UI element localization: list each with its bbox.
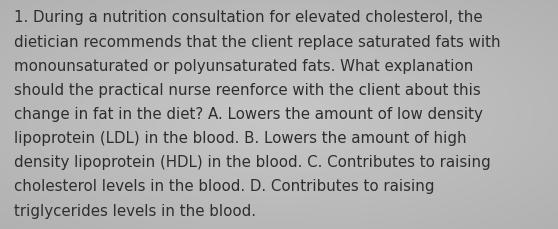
Text: triglycerides levels in the blood.: triglycerides levels in the blood. xyxy=(14,203,256,218)
Text: 1. During a nutrition consultation for elevated cholesterol, the: 1. During a nutrition consultation for e… xyxy=(14,10,483,25)
Text: density lipoprotein (HDL) in the blood. C. Contributes to raising: density lipoprotein (HDL) in the blood. … xyxy=(14,155,490,169)
Text: cholesterol levels in the blood. D. Contributes to raising: cholesterol levels in the blood. D. Cont… xyxy=(14,179,435,194)
Text: monounsaturated or polyunsaturated fats. What explanation: monounsaturated or polyunsaturated fats.… xyxy=(14,58,473,73)
Text: dietician recommends that the client replace saturated fats with: dietician recommends that the client rep… xyxy=(14,34,501,49)
Text: change in fat in the diet? A. Lowers the amount of low density: change in fat in the diet? A. Lowers the… xyxy=(14,106,483,121)
Text: should the practical nurse reenforce with the client about this: should the practical nurse reenforce wit… xyxy=(14,82,480,97)
Text: lipoprotein (LDL) in the blood. B. Lowers the amount of high: lipoprotein (LDL) in the blood. B. Lower… xyxy=(14,131,466,145)
